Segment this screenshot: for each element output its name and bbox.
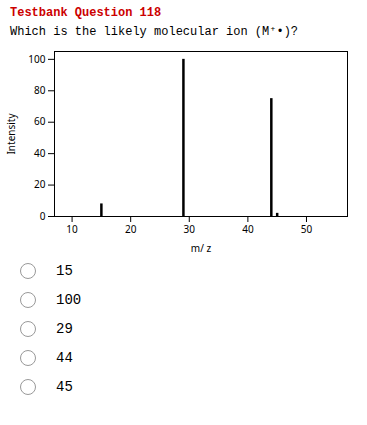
svg-text:80: 80 — [34, 83, 46, 97]
svg-text:m/ z: m/ z — [191, 241, 212, 255]
html-text:15: 15 — [56, 262, 73, 279]
html-text:29: 29 — [56, 320, 73, 337]
html-text:Which is the likely molecular: Which is the likely molecular ion (M⁺•)? — [10, 25, 299, 39]
svg-text:20: 20 — [34, 177, 46, 191]
html-text:45: 45 — [56, 378, 73, 395]
svg-text:20: 20 — [125, 222, 137, 236]
svg-text:Intensity: Intensity — [4, 113, 18, 155]
svg-text:40: 40 — [34, 146, 46, 160]
svg-text:0: 0 — [40, 209, 46, 223]
svg-text:30: 30 — [184, 222, 196, 236]
svg-text:10: 10 — [66, 222, 78, 236]
svg-text:50: 50 — [301, 222, 313, 236]
svg-text:100: 100 — [28, 52, 45, 66]
html-text:100: 100 — [56, 291, 82, 308]
html-text:Testbank Question 118: Testbank Question 118 — [10, 6, 162, 20]
html-text:44: 44 — [56, 349, 73, 366]
svg-text:60: 60 — [34, 114, 46, 128]
svg-text:40: 40 — [242, 222, 254, 236]
